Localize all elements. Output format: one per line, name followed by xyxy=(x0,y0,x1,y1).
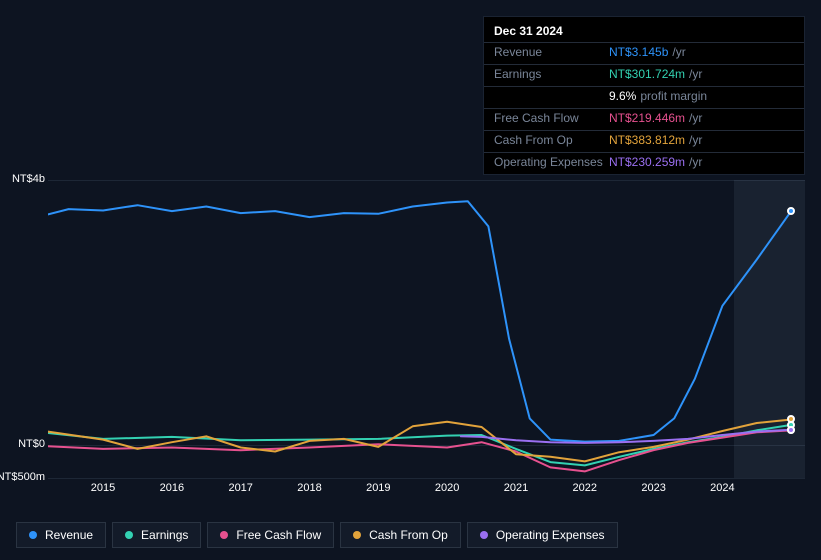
tooltip-label: Operating Expenses xyxy=(494,155,609,169)
tooltip-suffix: /yr xyxy=(689,111,702,125)
tooltip-value: NT$3.145b xyxy=(609,45,668,59)
y-axis-label: NT$4b xyxy=(12,173,45,185)
marker-dot xyxy=(787,426,795,434)
legend-item-operating-expenses[interactable]: Operating Expenses xyxy=(467,522,618,548)
x-axis-label: 2022 xyxy=(573,482,597,494)
tooltip-row: Free Cash FlowNT$219.446m/yr xyxy=(484,109,804,131)
tooltip-suffix: /yr xyxy=(689,67,702,81)
series-operating-expenses xyxy=(461,430,791,443)
series-revenue xyxy=(48,201,791,441)
x-axis-label: 2017 xyxy=(228,482,252,494)
tooltip-label: Revenue xyxy=(494,45,609,59)
tooltip-value: NT$301.724m xyxy=(609,67,685,81)
marker-dot xyxy=(787,415,795,423)
x-axis-label: 2015 xyxy=(91,482,115,494)
tooltip-label: Free Cash Flow xyxy=(494,111,609,125)
tooltip-suffix: profit margin xyxy=(640,89,707,103)
legend-item-free-cash-flow[interactable]: Free Cash Flow xyxy=(207,522,334,548)
tooltip-row: Operating ExpensesNT$230.259m/yr xyxy=(484,153,804,174)
tooltip-row: Cash From OpNT$383.812m/yr xyxy=(484,131,804,153)
tooltip-value: NT$230.259m xyxy=(609,155,685,169)
legend-dot xyxy=(480,531,488,539)
x-axis-label: 2019 xyxy=(366,482,390,494)
tooltip-suffix: /yr xyxy=(672,45,685,59)
tooltip-date: Dec 31 2024 xyxy=(484,17,804,43)
tooltip-row: EarningsNT$301.724m/yr xyxy=(484,65,804,87)
x-axis-label: 2016 xyxy=(160,482,184,494)
tooltip-value: NT$383.812m xyxy=(609,133,685,147)
plot-area[interactable] xyxy=(48,180,805,478)
legend-dot xyxy=(125,531,133,539)
x-axis-label: 2021 xyxy=(504,482,528,494)
tooltip-value: NT$219.446m xyxy=(609,111,685,125)
tooltip-label: Earnings xyxy=(494,67,609,81)
legend-label: Operating Expenses xyxy=(496,528,605,542)
x-axis-label: 2023 xyxy=(641,482,665,494)
tooltip-row: 9.6% profit margin xyxy=(484,87,804,109)
series-lines xyxy=(48,180,805,478)
x-axis-label: 2024 xyxy=(710,482,734,494)
tooltip-row: RevenueNT$3.145b/yr xyxy=(484,43,804,65)
legend-item-cash-from-op[interactable]: Cash From Op xyxy=(340,522,461,548)
legend-label: Earnings xyxy=(141,528,188,542)
legend-label: Cash From Op xyxy=(369,528,448,542)
gridline xyxy=(48,478,805,479)
tooltip-suffix: /yr xyxy=(689,133,702,147)
x-axis-label: 2018 xyxy=(297,482,321,494)
legend-dot xyxy=(353,531,361,539)
marker-dot xyxy=(787,207,795,215)
x-axis-label: 2020 xyxy=(435,482,459,494)
chart-tooltip: Dec 31 2024 RevenueNT$3.145b/yrEarningsN… xyxy=(483,16,805,175)
tooltip-rows: RevenueNT$3.145b/yrEarningsNT$301.724m/y… xyxy=(484,43,804,174)
tooltip-suffix: /yr xyxy=(689,155,702,169)
chart-legend: Revenue Earnings Free Cash Flow Cash From O… xyxy=(16,522,618,548)
legend-item-revenue[interactable]: Revenue xyxy=(16,522,106,548)
line-chart[interactable]: NT$4bNT$0-NT$500m 2015201620172018201920… xyxy=(16,158,805,498)
legend-label: Free Cash Flow xyxy=(236,528,321,542)
series-cash-from-op xyxy=(48,420,791,462)
legend-label: Revenue xyxy=(45,528,93,542)
tooltip-value: 9.6% xyxy=(609,89,636,103)
legend-dot xyxy=(29,531,37,539)
tooltip-label: Cash From Op xyxy=(494,133,609,147)
y-axis-label: -NT$500m xyxy=(0,471,45,483)
legend-item-earnings[interactable]: Earnings xyxy=(112,522,201,548)
y-axis-label: NT$0 xyxy=(18,438,45,450)
legend-dot xyxy=(220,531,228,539)
